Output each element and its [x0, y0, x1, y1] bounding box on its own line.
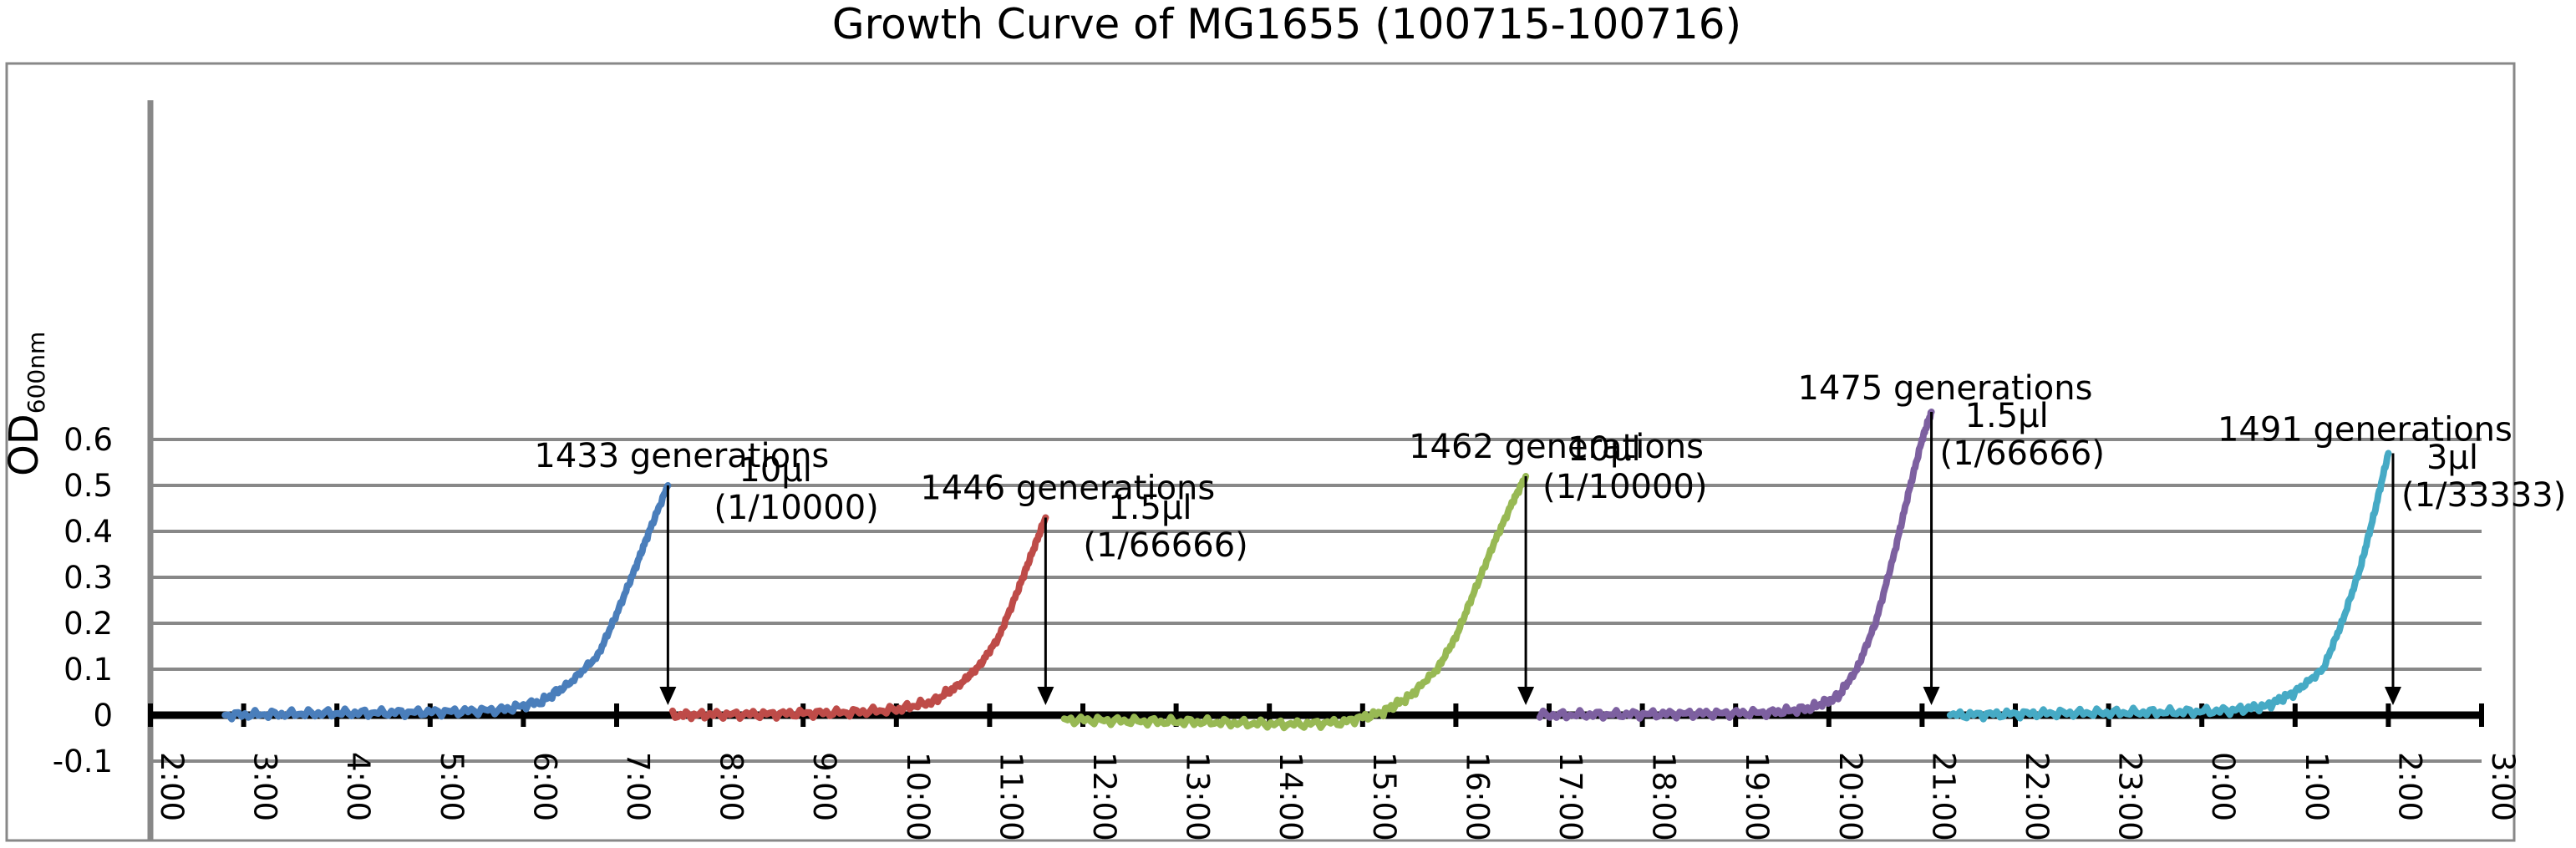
svg-text:OD600nm: OD600nm	[1, 332, 50, 476]
x-tick-label: 2:00	[2391, 752, 2427, 821]
dilution-label: (1/33333)	[2401, 476, 2566, 515]
dilution-label: (1/66666)	[1083, 526, 1247, 565]
generations-label: 1462 generations	[1409, 428, 1704, 466]
series-line-2	[669, 514, 1049, 723]
x-tick-label: 6:00	[526, 752, 562, 821]
series-line-5	[1946, 449, 2392, 723]
y-tick-labels: 0.6 0.5 0.4 0.3 0.2 0.1 0 -0.1	[53, 422, 113, 779]
generations-label: 1446 generations	[920, 470, 1215, 508]
dilution-label: (1/10000)	[1542, 468, 1707, 506]
x-tick-label: 16:00	[1459, 752, 1495, 841]
annotation-arrowhead	[659, 687, 677, 705]
x-tick-label: 11:00	[993, 752, 1029, 841]
inoculum-volume-label: 3μl	[2426, 439, 2478, 477]
y-tick-label: 0.3	[64, 560, 113, 596]
dilution-label: (1/66666)	[1940, 434, 2105, 473]
x-tick-label: 10:00	[900, 752, 936, 841]
x-tick-labels: 2:00 3:00 4:00 5:00 6:00 7:00 8:00 9:00 10:00 11:…	[154, 752, 2521, 841]
x-tick-label: 3:00	[247, 752, 283, 821]
y-axis-label-main: OD	[1, 414, 48, 476]
grid-lines	[150, 438, 2482, 763]
y-tick-label: 0.1	[64, 652, 113, 688]
y-axis-label: OD600nm	[1, 332, 50, 476]
x-tick-label: 7:00	[620, 752, 656, 821]
dilution-label: (1/10000)	[714, 489, 878, 527]
x-tick-label: 8:00	[714, 752, 749, 821]
series-line-1	[221, 482, 672, 723]
inoculum-volume-label: 1.5μl	[1965, 397, 2049, 435]
x-tick-label: 9:00	[806, 752, 842, 821]
x-tick-label: 1:00	[2299, 752, 2335, 821]
plot-border	[5, 62, 2516, 842]
chart-title: Growth Curve of MG1655 (100715-100716)	[832, 0, 1741, 48]
x-tick-label: 4:00	[340, 752, 376, 821]
x-tick-label: 21:00	[1925, 752, 1961, 841]
generations-label: 1475 generations	[1798, 369, 2093, 408]
annotation-arrowhead	[2384, 687, 2401, 705]
data-series	[221, 409, 2392, 732]
y-tick-label: 0	[93, 698, 113, 734]
y-axis-label-subscript: 600nm	[23, 332, 50, 414]
x-tick-label: 5:00	[434, 752, 470, 821]
y-tick-label: 0.5	[64, 468, 113, 504]
series-line-4	[1536, 409, 1935, 722]
inoculum-volume-label: 10μl	[1567, 430, 1640, 469]
x-tick-label: 13:00	[1180, 752, 1216, 841]
x-tick-label: 3:00	[2485, 752, 2521, 821]
generations-label: 1433 generations	[534, 437, 829, 475]
x-tick-label: 17:00	[1552, 752, 1588, 841]
x-tick-label: 0:00	[2205, 752, 2241, 821]
x-tick-label: 20:00	[1832, 752, 1868, 841]
x-tick-label: 2:00	[154, 752, 190, 821]
x-tick-label: 22:00	[2019, 752, 2055, 841]
annotation-arrowhead	[1037, 687, 1054, 705]
y-tick-label: 0.2	[64, 606, 113, 642]
generations-label: 1491 generations	[2218, 411, 2512, 449]
y-tick-label: -0.1	[53, 744, 113, 779]
x-tick-label: 18:00	[1646, 752, 1682, 841]
x-tick-label: 19:00	[1739, 752, 1775, 841]
x-tick-label: 14:00	[1273, 752, 1308, 841]
inoculum-volume-label: 1.5μl	[1108, 489, 1191, 527]
inoculum-volume-label: 10μl	[739, 451, 811, 490]
y-tick-label: 0.4	[64, 514, 113, 550]
annotation-arrowhead	[1517, 687, 1535, 705]
x-tick-label: 12:00	[1086, 752, 1122, 841]
y-tick-label: 0.6	[64, 422, 113, 458]
x-tick-label: 15:00	[1366, 752, 1402, 841]
series-line-3	[1060, 473, 1530, 732]
x-tick-label: 23:00	[2112, 752, 2148, 841]
axes	[147, 100, 2484, 840]
annotation-arrowhead	[1923, 687, 1940, 705]
